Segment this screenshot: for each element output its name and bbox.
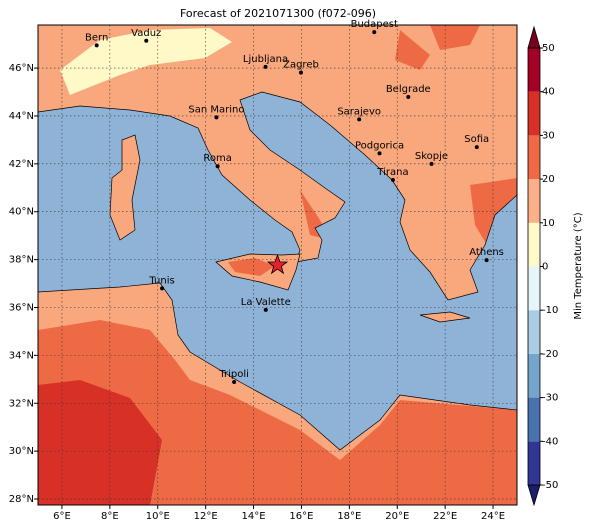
colorbar-segment bbox=[528, 48, 540, 92]
x-tick-label: 18°E bbox=[337, 511, 361, 522]
colorbar-tick-label: 20 bbox=[542, 174, 555, 185]
city-label: Tripoli bbox=[218, 369, 249, 380]
colorbar-segment bbox=[528, 441, 540, 485]
city-label: Zagreb bbox=[283, 60, 319, 71]
cool-region bbox=[60, 28, 232, 95]
y-tick-label: 36°N bbox=[9, 302, 34, 313]
y-tick-label: 32°N bbox=[9, 398, 34, 409]
city-label: Athens bbox=[469, 247, 504, 258]
y-tick-label: 28°N bbox=[9, 494, 34, 505]
city-label: Tirana bbox=[376, 167, 408, 178]
city-dot bbox=[357, 117, 362, 122]
map-title: Forecast of 2021071300 (f072-096) bbox=[180, 7, 376, 20]
city-label: Tunis bbox=[148, 275, 174, 286]
city-label: Podgorica bbox=[355, 140, 404, 151]
colorbar: -50 -40 -30 -20 -10 0 10 20 30 40 50 bbox=[527, 25, 558, 507]
hot-region bbox=[38, 380, 162, 505]
city-label: Belgrade bbox=[386, 84, 431, 95]
city-label: Roma bbox=[203, 153, 232, 164]
city-label: Ljubljana bbox=[243, 54, 288, 65]
city-dot bbox=[215, 164, 220, 169]
colorbar-tick-label: -40 bbox=[542, 436, 558, 447]
city-label: San Marino bbox=[188, 104, 244, 115]
city-dot bbox=[429, 161, 434, 166]
colorbar-segment bbox=[528, 179, 540, 223]
colorbar-tick-label: -10 bbox=[542, 305, 558, 316]
city-dot bbox=[390, 177, 395, 182]
cities: Bern VaduzBudapestLjubljanaZagrebBelgrade… bbox=[85, 19, 504, 384]
x-tick-label: 20°E bbox=[385, 511, 409, 522]
city-dot bbox=[298, 70, 303, 75]
colorbar-tick-label: -50 bbox=[542, 480, 558, 491]
city-dot bbox=[372, 30, 377, 35]
colorbar-segment bbox=[528, 135, 540, 180]
y-tick-label: 38°N bbox=[9, 255, 34, 266]
colorbar-segment bbox=[528, 266, 540, 311]
city-label: Vaduz bbox=[131, 28, 161, 39]
x-tick-label: 8°E bbox=[101, 511, 119, 522]
island bbox=[109, 134, 141, 241]
y-tick-label: 42°N bbox=[9, 159, 34, 170]
colorbar-tick-label: 0 bbox=[542, 262, 548, 273]
city-label: Bern bbox=[85, 32, 108, 43]
colorbar-segment bbox=[528, 353, 540, 398]
city-label: Sofia bbox=[464, 134, 489, 145]
x-tick-label: 10°E bbox=[146, 511, 170, 522]
city-dot bbox=[406, 95, 411, 100]
city-dot bbox=[377, 151, 382, 156]
colorbar-label: Min Temperature (°C) bbox=[573, 212, 584, 319]
city-dot bbox=[484, 258, 489, 263]
y-tick-label: 30°N bbox=[9, 446, 34, 457]
city-label: Skopje bbox=[415, 151, 448, 162]
colorbar-segment bbox=[528, 91, 540, 136]
city-dot bbox=[94, 43, 99, 48]
colorbar-tick-label: 30 bbox=[542, 130, 555, 141]
x-tick-label: 16°E bbox=[289, 511, 313, 522]
colorbar-tick-label: -30 bbox=[542, 393, 558, 404]
city-label: La Valette bbox=[241, 297, 291, 308]
colorbar-tick-label: -20 bbox=[542, 349, 558, 360]
x-tick-label: 12°E bbox=[194, 511, 218, 522]
location-marker bbox=[266, 253, 289, 275]
x-tick-label: 24°E bbox=[481, 511, 505, 522]
colorbar-extend bbox=[527, 484, 541, 507]
map-frame bbox=[37, 24, 518, 506]
city-dot bbox=[474, 145, 479, 150]
x-tick-label: 6°E bbox=[53, 511, 71, 522]
city-dot bbox=[160, 286, 165, 291]
city-dot bbox=[232, 379, 237, 384]
city-dot bbox=[263, 307, 268, 312]
city-dot bbox=[214, 115, 219, 120]
warm-region bbox=[228, 258, 275, 276]
colorbar-extend bbox=[527, 25, 541, 49]
colorbar-tick-label: 40 bbox=[542, 87, 555, 98]
colorbar-tick-label: 50 bbox=[542, 43, 555, 54]
y-tick-label: 34°N bbox=[9, 350, 34, 361]
city-label: Sarajevo bbox=[337, 106, 381, 117]
colorbar-segment bbox=[528, 397, 540, 442]
grid bbox=[38, 25, 517, 505]
colorbar-tick-label: 10 bbox=[542, 218, 555, 229]
x-tick-label: 22°E bbox=[433, 511, 457, 522]
city-dot bbox=[144, 38, 149, 43]
y-tick-label: 44°N bbox=[9, 111, 34, 122]
y-tick-label: 46°N bbox=[9, 63, 34, 74]
x-tick-label: 14°E bbox=[242, 511, 266, 522]
colorbar-segment bbox=[528, 222, 540, 267]
y-tick-label: 40°N bbox=[9, 207, 34, 218]
colorbar-segment bbox=[528, 310, 540, 354]
map-area: Bern VaduzBudapestLjubljanaZagrebBelgrade… bbox=[37, 19, 518, 506]
city-dot bbox=[263, 64, 268, 69]
